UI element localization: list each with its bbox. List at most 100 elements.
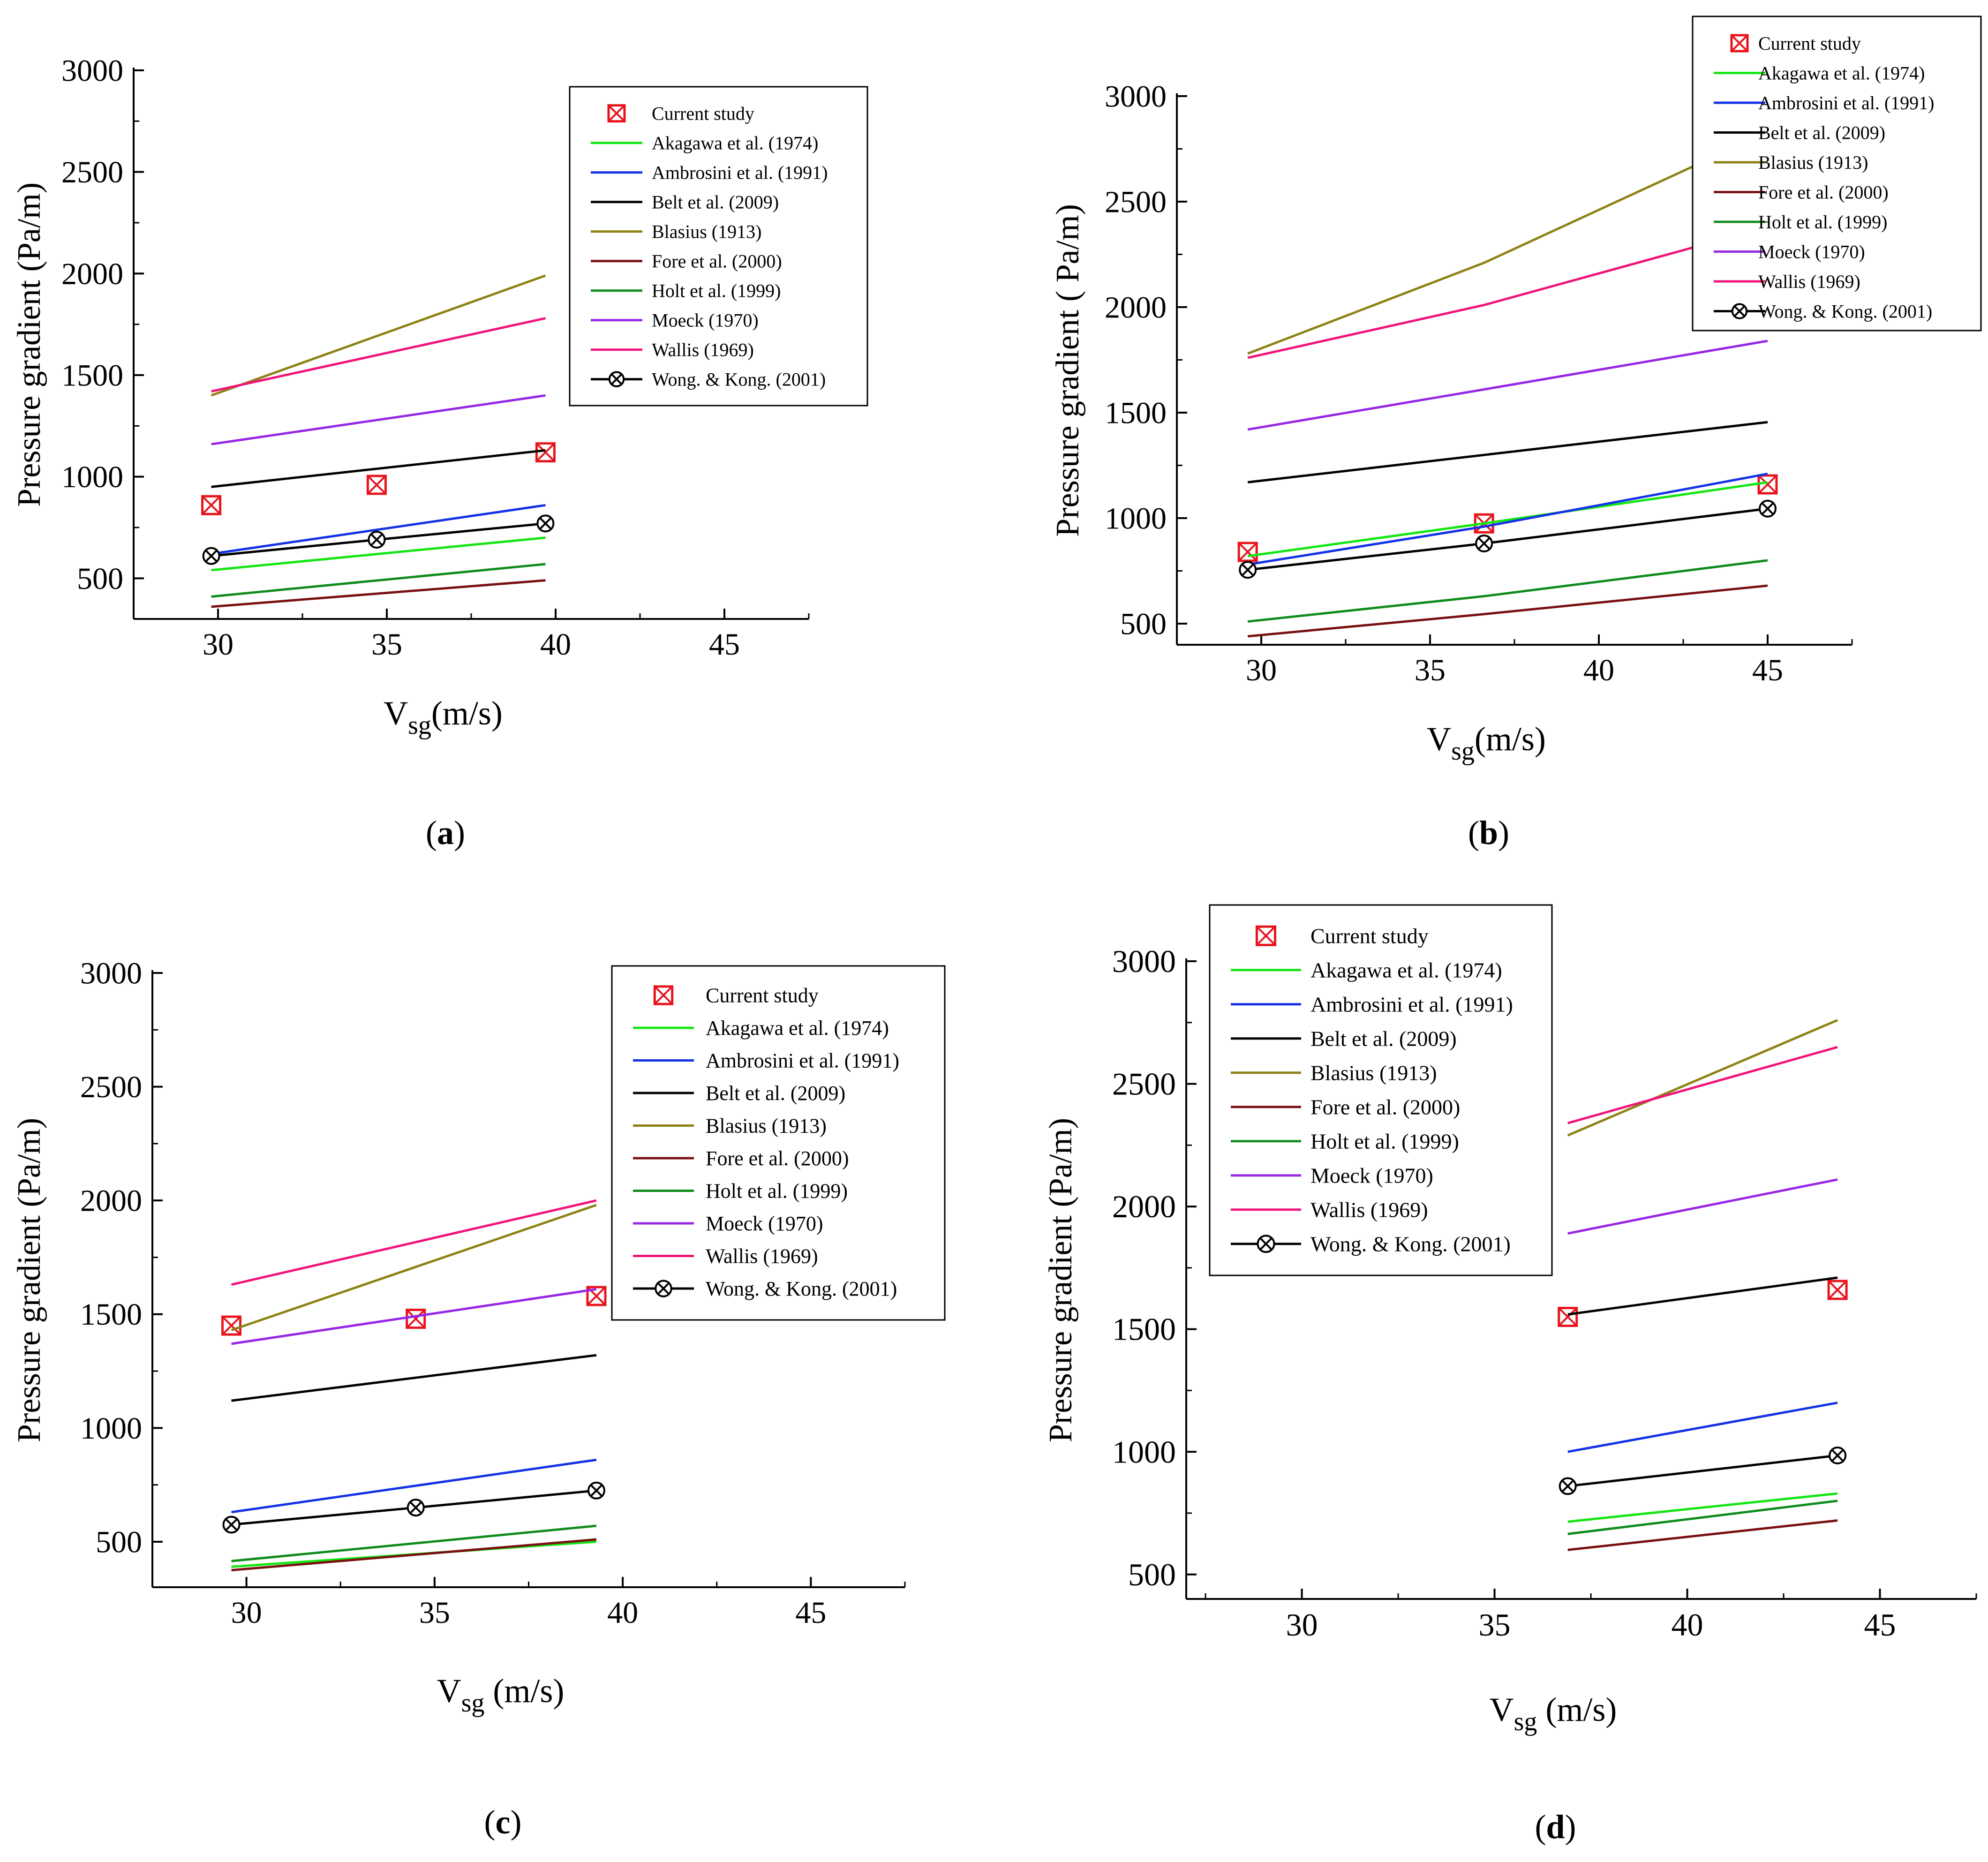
panel-label: (a) [426,814,465,852]
legend-item: Akagawa et al. (1974) [591,132,818,153]
series-holt-et-al-1999 [231,1524,597,1562]
series-akagawa-et-al-1974 [211,536,546,572]
legend-item: Belt et al. (2009) [1231,1026,1457,1050]
series-ambrosini-et-al-1991-line [1567,1402,1838,1453]
legend-item: Blasius (1913) [1231,1061,1437,1085]
series-blasius-1913-line [1567,1019,1838,1137]
y-tick-label: 1000 [1105,501,1167,535]
legend-label: Moeck (1970) [652,309,759,331]
x-axis-label: Vsg(m/s) [384,694,503,740]
x-tick-label: 40 [1672,1607,1703,1643]
legend-label: Blasius (1913) [1758,152,1868,173]
y-tick-label: 1500 [80,1297,142,1332]
y-tick-label: 2500 [61,155,123,189]
legend-label: Ambrosini et al. (1991) [1310,992,1513,1016]
panel-label-letter: d [1546,1808,1565,1846]
x-axis-label-units: (m/s) [1537,1691,1617,1728]
series-fore-et-al-2000 [231,1538,597,1572]
series-akagawa-et-al-1974-line [1567,1492,1838,1523]
x-axis-label-main: V [437,1672,461,1710]
series-moeck-1970-line [1567,1178,1838,1235]
series-holt-et-al-1999 [1567,1500,1838,1535]
series-moeck-1970-line [211,394,546,445]
x-axis-label-main: V [384,694,408,732]
series-blasius-1913-line [211,274,546,397]
series-blasius-1913-line [1247,131,1769,355]
legend-item: Blasius (1913) [591,221,761,242]
series-current-study [1558,1280,1848,1327]
y-tick-label: 2000 [1112,1189,1176,1224]
legend-label: Fore et al. (2000) [1758,181,1889,203]
panel-label-letter: b [1479,814,1498,852]
legend-label: Holt et al. (1999) [1758,211,1888,233]
series-belt-et-al-2009-line [211,449,546,488]
legend-item: Fore et al. (2000) [633,1147,849,1170]
y-tick-label: 2500 [1112,1066,1176,1102]
legend-item: Holt et al. (1999) [633,1180,848,1203]
legend-item: Holt et al. (1999) [1714,211,1888,233]
series-wallis-1969 [1567,1046,1838,1124]
x-axis-label-units: (m/s) [484,1672,564,1710]
series-holt-et-al-1999-line [1247,559,1768,623]
series-blasius-1913 [211,274,546,397]
series-ambrosini-et-al-1991 [1567,1402,1838,1453]
series-blasius-1913 [231,1204,597,1332]
legend-item: Fore et al. (2000) [1231,1095,1460,1119]
y-tick-label: 2000 [61,257,123,291]
x-axis-label: Vsg(m/s) [1427,720,1546,766]
legend-label: Holt et al. (1999) [652,280,781,301]
series-belt-et-al-2009 [211,449,546,488]
x-axis-label-main: V [1490,1691,1514,1728]
data-point [201,495,222,515]
series-belt-et-al-2009-line [1567,1276,1838,1316]
legend-label: Moeck (1970) [1310,1163,1433,1187]
series-akagawa-et-al-1974 [1567,1492,1838,1523]
x-tick-label: 40 [540,627,571,662]
legend-item: Akagawa et al. (1974) [1714,62,1925,83]
x-axis-label: Vsg (m/s) [1490,1691,1617,1736]
x-tick-label: 45 [795,1596,826,1630]
legend-item: Wong. & Kong. (2001) [591,369,826,390]
y-tick-label: 1000 [1112,1434,1176,1470]
legend-item: Holt et al. (1999) [1231,1129,1459,1153]
legend-label: Fore et al. (2000) [706,1147,849,1170]
series-current-study [221,1286,607,1336]
legend-label: Belt et al. (2009) [1310,1026,1457,1050]
x-tick-label: 45 [1752,653,1783,687]
y-tick-label: 3000 [1112,943,1176,979]
legend-item: Blasius (1913) [633,1115,827,1138]
series-moeck-1970 [211,394,546,445]
legend-item: Moeck (1970) [633,1212,823,1235]
x-axis-label-units: (m/s) [1475,720,1546,758]
series-belt-et-al-2009 [231,1354,597,1402]
series-fore-et-al-2000-line [1247,584,1768,638]
series-wong-kong-2001-line [1567,1454,1838,1487]
legend-label: Fore et al. (2000) [1310,1095,1460,1119]
panel-label: (c) [484,1803,522,1841]
data-point [1474,513,1494,534]
series-belt-et-al-2009-line [231,1354,597,1402]
legend-label: Belt et al. (2009) [652,191,779,212]
series-ambrosini-et-al-1991 [1247,473,1768,566]
legend: Current study Akagawa et al. (1974) Ambros… [1209,904,1553,1276]
x-tick-label: 35 [419,1596,450,1630]
series-holt-et-al-1999-line [211,563,546,598]
legend-label: Fore et al. (2000) [652,250,782,271]
y-tick-label: 3000 [61,53,123,88]
series-ambrosini-et-al-1991-line [211,504,546,555]
x-tick-label: 30 [1246,653,1277,687]
legend-box [1209,904,1553,1276]
series-moeck-1970-line [1247,339,1768,431]
series-belt-et-al-2009 [1247,421,1768,483]
y-tick-label: 2500 [1105,185,1167,219]
legend-item: Current study [1255,924,1429,948]
y-axis-label: Pressure gradient (Pa/m) [11,1118,47,1442]
series-ambrosini-et-al-1991 [211,504,546,555]
legend-item: Current study [607,103,754,124]
legend-item: Ambrosini et al. (1991) [1231,992,1513,1016]
y-tick-label: 3000 [1105,79,1167,113]
series-moeck-1970 [231,1288,597,1345]
legend-item: Belt et al. (2009) [1714,122,1885,143]
series-current-study [1237,474,1778,562]
